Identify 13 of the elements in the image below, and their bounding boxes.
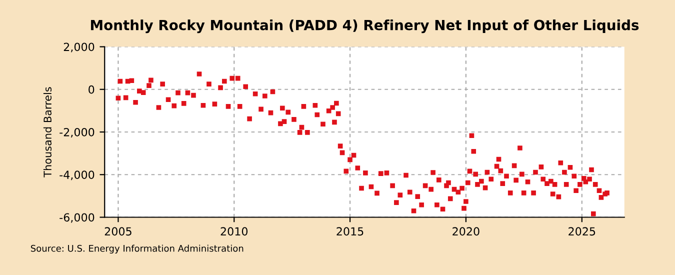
y-axis-title: Thousand Barrels: [43, 87, 52, 178]
x-tick-label: 2005: [104, 227, 132, 236]
x-tick-label: 2010: [220, 227, 248, 236]
y-tick-label: 2,000: [64, 42, 94, 52]
source-note: Source: U.S. Energy Information Administration: [30, 244, 244, 254]
y-tick-label: -4,000: [60, 170, 94, 180]
x-tick-label: 2015: [336, 227, 364, 236]
y-tick-label: -6,000: [60, 213, 94, 223]
chart-title: Monthly Rocky Mountain (PADD 4) Refinery Net Input of Other Liquids: [91, 20, 639, 34]
x-tick-label: 2020: [452, 227, 480, 236]
y-tick-label: -2,000: [60, 128, 94, 138]
y-tick-label: 0: [88, 85, 94, 94]
x-tick-label: 2025: [568, 227, 596, 236]
